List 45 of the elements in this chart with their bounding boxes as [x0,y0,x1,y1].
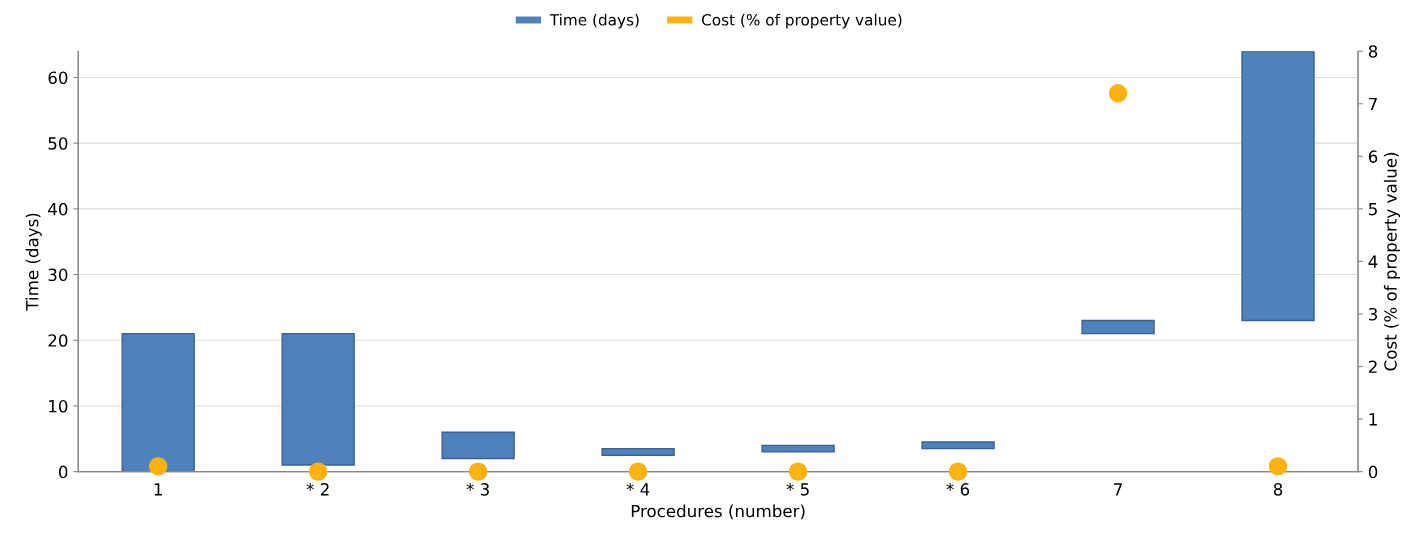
point [788,462,808,481]
bar [761,444,835,453]
y-tick-label: 20 [48,334,68,347]
y2-tick-label: 8 [1368,45,1378,58]
y2-axis-title: Cost (% of property value) [1383,152,1401,371]
bar [601,447,675,456]
y2-tick-label: 1 [1369,413,1377,426]
point [308,462,328,481]
y-axis-title: Time (days) [25,213,42,311]
y2-tick-label: 7 [1369,97,1377,111]
bar [441,431,515,460]
bar [1241,51,1315,322]
y-tick-label: 30 [48,268,68,282]
y2-tick-label: 4 [1368,255,1378,268]
point [948,462,968,481]
x-tick-label: 1 [154,483,162,496]
point [468,462,488,481]
point [1108,84,1128,103]
bar [121,332,195,472]
legend-label: Time (days) [549,13,639,29]
y-tick-label: 0 [58,465,68,479]
y2-tick-label: 5 [1369,203,1377,216]
y-tick-label: 40 [48,202,68,216]
legend-label: Cost (% of property value) [701,13,902,29]
x-tick-label: * 5 [786,483,809,496]
x-axis-title: Procedures (number) [631,504,805,520]
x-tick-label: * 2 [306,483,329,496]
x-tick-label: 7 [1114,483,1122,496]
bar [921,441,995,450]
point [628,462,648,481]
x-tick-label: * 6 [946,483,970,496]
y-tick-label: 60 [48,71,68,85]
point [148,457,168,476]
x-tick-label: * 4 [626,483,650,496]
x-tick-label: 8 [1273,483,1283,496]
y2-tick-label: 2 [1368,360,1377,373]
x-tick-label: * 3 [466,483,489,496]
y-tick-label: 10 [49,399,68,413]
y2-tick-label: 0 [1368,465,1378,479]
point [1268,457,1288,476]
y2-tick-label: 6 [1368,150,1378,163]
y-tick-label: 50 [48,137,68,150]
bar [281,332,355,466]
bar [1081,319,1155,335]
y2-tick-label: 3 [1369,307,1377,321]
